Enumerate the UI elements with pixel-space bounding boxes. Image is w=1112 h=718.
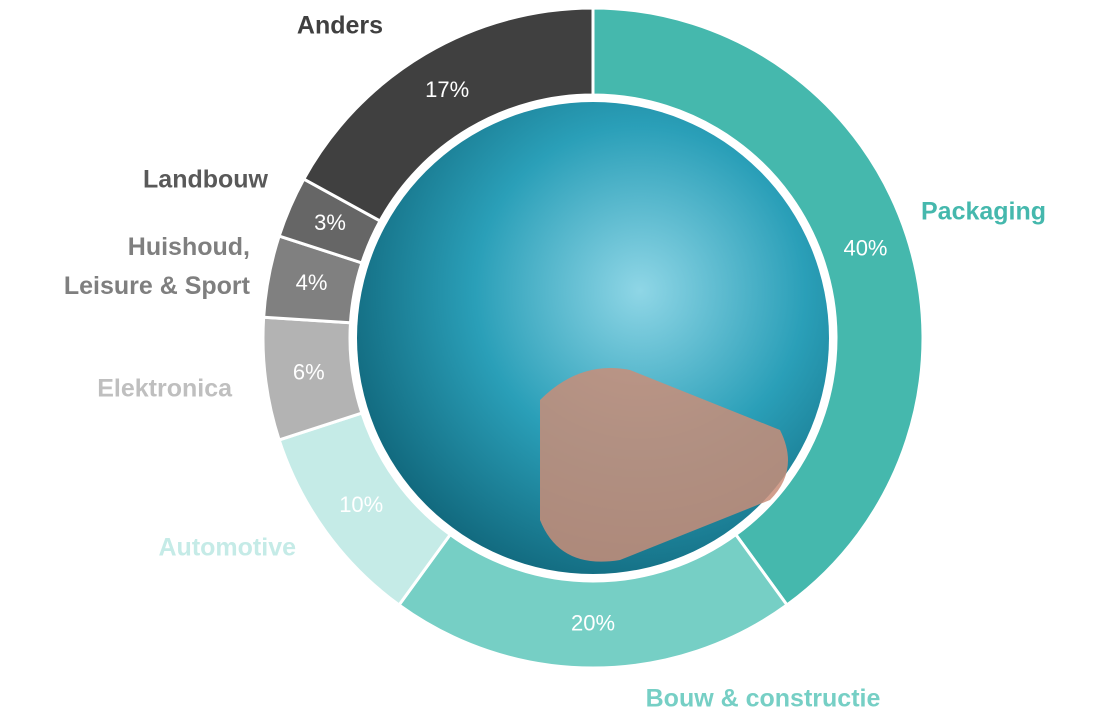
slice xyxy=(591,6,925,608)
value-label: 40% xyxy=(843,235,887,260)
category-label: Automotive xyxy=(159,534,297,562)
category-label: Elektronica xyxy=(97,375,233,403)
category-label: Packaging xyxy=(921,198,1046,226)
category-label: Huishoud, Leisure & Sport xyxy=(64,233,251,300)
value-label: 6% xyxy=(293,360,325,385)
value-label: 10% xyxy=(339,492,383,517)
hand xyxy=(540,368,788,562)
category-label: Landbouw xyxy=(143,166,269,194)
value-label: 3% xyxy=(314,210,346,235)
value-label: 17% xyxy=(425,77,469,102)
slice xyxy=(301,6,595,223)
value-label: 4% xyxy=(296,270,328,295)
category-label: Bouw & constructie xyxy=(646,685,881,713)
category-label: Anders xyxy=(297,12,383,40)
value-label: 20% xyxy=(571,610,615,635)
